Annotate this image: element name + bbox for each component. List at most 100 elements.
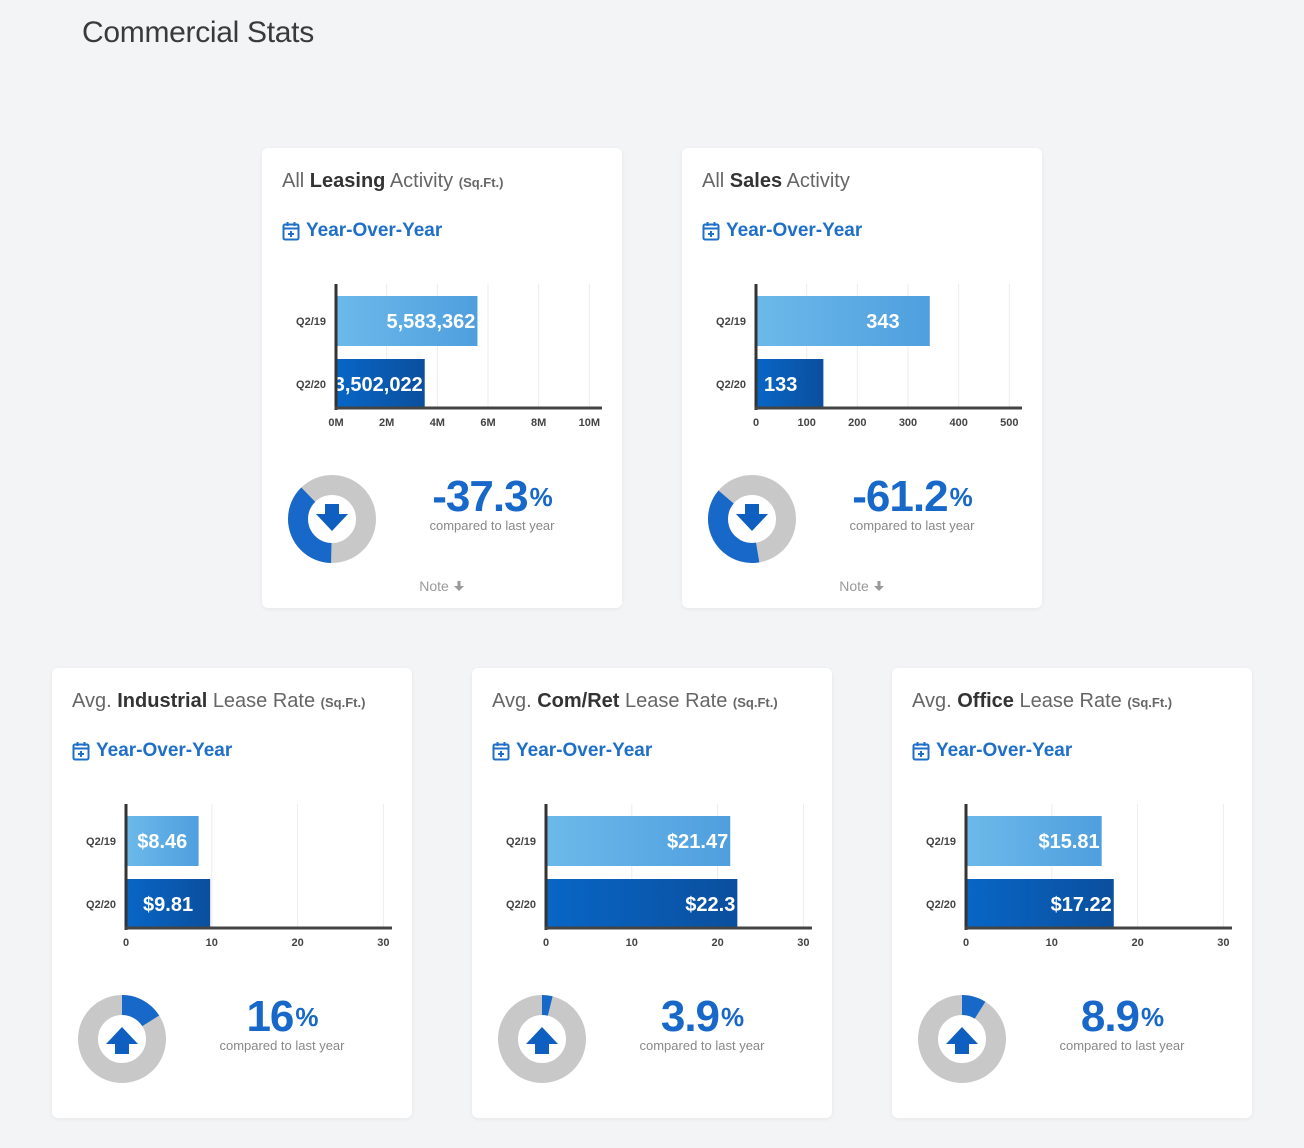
- tick-label: 4M: [430, 417, 445, 429]
- card-title: Avg. Com/Ret Lease Rate (Sq.Ft.): [492, 690, 778, 713]
- change-donut: [707, 474, 797, 564]
- change-value: 8.9%: [1022, 994, 1222, 1040]
- year-over-year-link[interactable]: Year-Over-Year: [492, 740, 652, 762]
- year-over-year-label: Year-Over-Year: [516, 740, 653, 761]
- change-donut: [497, 994, 587, 1084]
- year-over-year-label: Year-Over-Year: [726, 220, 863, 241]
- title-suffix: Lease Rate: [212, 690, 316, 712]
- bar-q2-19: [756, 296, 930, 346]
- tick-label: 10: [626, 937, 638, 949]
- tick-label: 30: [797, 937, 809, 949]
- title-suffix: Activity: [786, 170, 850, 192]
- tick-label: 0M: [328, 417, 343, 429]
- change-percent: -61.2% compared to last year: [812, 474, 1012, 534]
- card-title: Avg. Office Lease Rate (Sq.Ft.): [912, 690, 1172, 713]
- note-toggle[interactable]: Note: [682, 578, 1042, 594]
- bar-q2-20: [336, 359, 425, 409]
- title-suffix: Lease Rate: [625, 690, 728, 712]
- change-number: -61.2: [852, 472, 948, 521]
- percent-sign: %: [1141, 1002, 1164, 1032]
- title-unit: (Sq.Ft.): [1127, 695, 1173, 710]
- donut-fill: [498, 995, 586, 1083]
- category-label: Q2/19: [716, 316, 746, 328]
- bar-q2-19: [126, 816, 199, 866]
- year-over-year-link[interactable]: Year-Over-Year: [912, 740, 1072, 762]
- tick-label: 0: [123, 937, 129, 949]
- change-number: -37.3: [432, 472, 528, 521]
- change-value: -37.3%: [392, 474, 592, 520]
- title-prefix: All: [282, 170, 305, 192]
- title-bold: Leasing: [309, 170, 386, 192]
- category-label: Q2/20: [86, 899, 116, 911]
- category-label: Q2/20: [926, 899, 956, 911]
- category-label: Q2/19: [296, 316, 326, 328]
- year-over-year-link[interactable]: Year-Over-Year: [702, 220, 862, 242]
- category-label: Q2/20: [506, 899, 536, 911]
- value-label: 343: [866, 311, 899, 333]
- bar-q2-20: [546, 879, 738, 929]
- tick-label: 200: [848, 417, 866, 429]
- page-title: Commercial Stats: [82, 16, 314, 49]
- year-over-year-label: Year-Over-Year: [96, 740, 233, 761]
- value-label: $21.47: [667, 831, 728, 853]
- value-label: $17.22: [1051, 894, 1112, 916]
- arrow-down-icon: [453, 578, 465, 594]
- donut-fill: [918, 995, 1006, 1083]
- change-percent: 8.9% compared to last year: [1022, 994, 1222, 1054]
- change-percent: -37.3% compared to last year: [392, 474, 592, 534]
- card-leasing-activity: All Leasing Activity (Sq.Ft.) Year-Over-Y…: [262, 148, 622, 608]
- bar-q2-19: [966, 816, 1102, 866]
- category-label: Q2/19: [86, 836, 116, 848]
- title-bold: Industrial: [117, 690, 208, 712]
- tick-label: 30: [377, 937, 389, 949]
- calendar-plus-icon: [492, 741, 510, 761]
- change-caption: compared to last year: [1059, 1038, 1185, 1053]
- category-label: Q2/20: [716, 379, 746, 391]
- change-caption: compared to last year: [429, 518, 555, 533]
- bar-chart: Q2/19 343 Q2/20 133 0 100 200 300 400 500: [716, 284, 1022, 429]
- percent-sign: %: [295, 1002, 318, 1032]
- calendar-plus-icon: [72, 741, 90, 761]
- change-donut: [917, 994, 1007, 1084]
- change-donut: [287, 474, 377, 564]
- value-label: $15.81: [1038, 831, 1099, 853]
- year-over-year-link[interactable]: Year-Over-Year: [282, 220, 442, 242]
- bar-chart: Q2/19 5,583,362 Q2/20 3,502,022 0M 2M 4M 6M 8M 10…: [296, 284, 602, 429]
- tick-label: 300: [899, 417, 917, 429]
- tick-label: 0: [963, 937, 969, 949]
- card-office-lease-rate: Avg. Office Lease Rate (Sq.Ft.) Year-Over…: [892, 668, 1252, 1118]
- arrow-down-icon: [873, 578, 885, 594]
- tick-label: 2M: [379, 417, 394, 429]
- change-percent: 16% compared to last year: [182, 994, 382, 1054]
- value-label: $22.3: [685, 894, 735, 916]
- tick-label: 6M: [480, 417, 495, 429]
- category-label: Q2/19: [926, 836, 956, 848]
- tick-label: 0: [753, 417, 759, 429]
- tick-label: 0: [543, 937, 549, 949]
- change-value: -61.2%: [812, 474, 1012, 520]
- bar-chart: Q2/19 $21.47 Q2/20 $22.3 0 10 20 30: [506, 804, 812, 949]
- note-label: Note: [419, 578, 449, 594]
- title-prefix: Avg.: [492, 690, 532, 712]
- card-title: Avg. Industrial Lease Rate (Sq.Ft.): [72, 690, 365, 713]
- change-caption: compared to last year: [639, 1038, 765, 1053]
- calendar-plus-icon: [912, 741, 930, 761]
- year-over-year-link[interactable]: Year-Over-Year: [72, 740, 232, 762]
- title-suffix: Activity: [389, 170, 454, 192]
- note-toggle[interactable]: Note: [262, 578, 622, 594]
- card-comret-lease-rate: Avg. Com/Ret Lease Rate (Sq.Ft.) Year-Ove…: [472, 668, 832, 1118]
- tick-label: 8M: [531, 417, 546, 429]
- title-prefix: Avg.: [72, 690, 112, 712]
- value-label: $9.81: [143, 894, 193, 916]
- change-number: 16: [246, 992, 294, 1041]
- card-industrial-lease-rate: Avg. Industrial Lease Rate (Sq.Ft.) Year-…: [52, 668, 412, 1118]
- change-value: 16%: [182, 994, 382, 1040]
- tick-label: 30: [1217, 937, 1229, 949]
- calendar-plus-icon: [282, 221, 300, 241]
- note-label: Note: [839, 578, 869, 594]
- year-over-year-label: Year-Over-Year: [936, 740, 1073, 761]
- change-value: 3.9%: [602, 994, 802, 1040]
- percent-sign: %: [721, 1002, 744, 1032]
- calendar-plus-icon: [702, 221, 720, 241]
- title-prefix: All: [702, 170, 725, 192]
